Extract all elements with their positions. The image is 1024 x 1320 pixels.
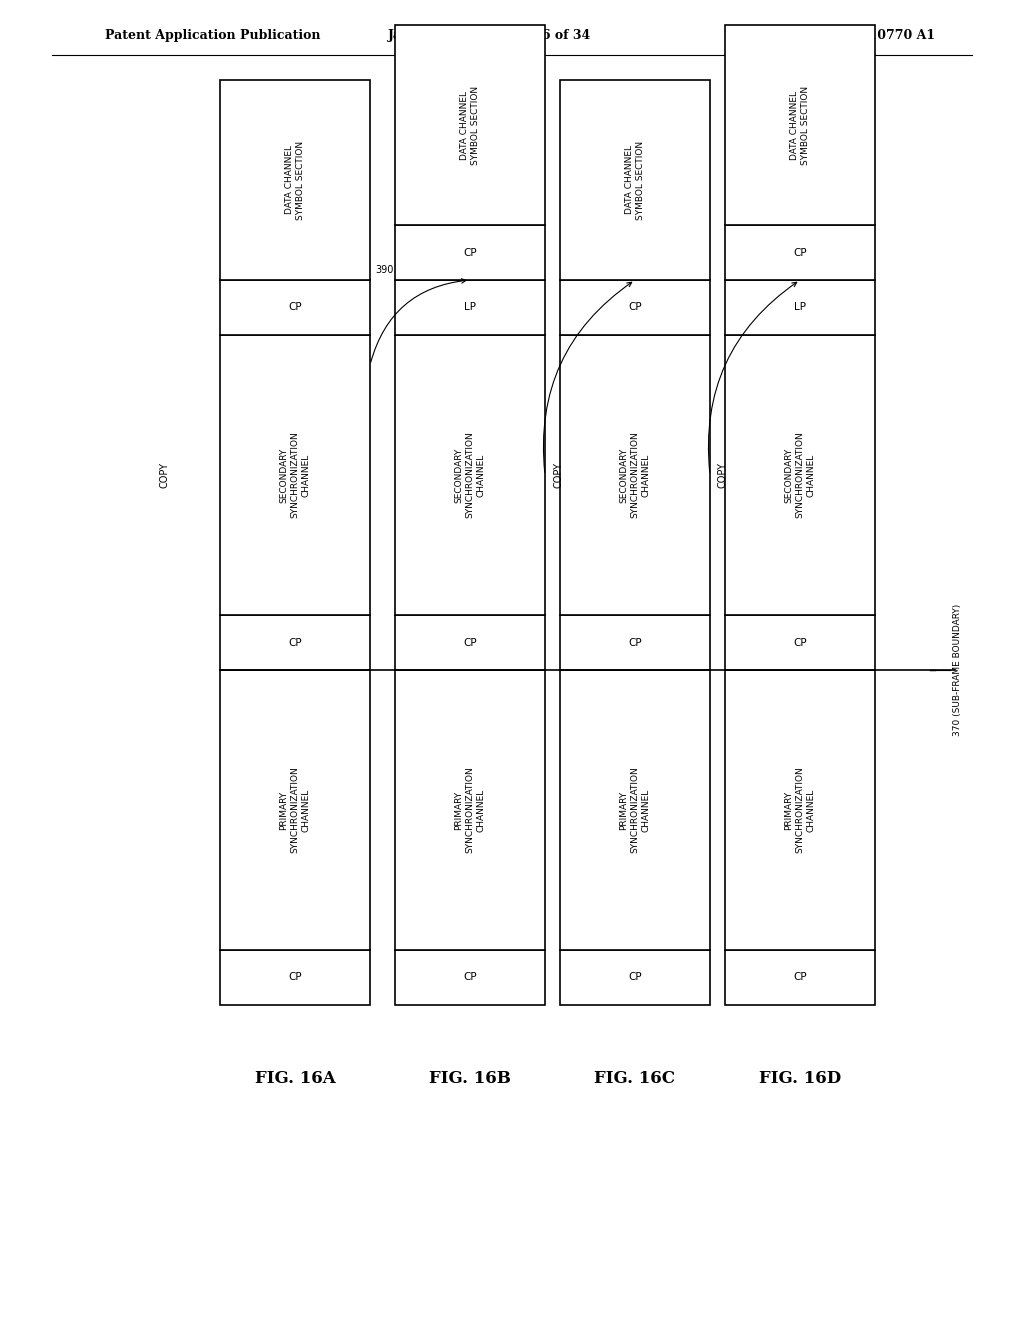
Text: CP: CP [288, 302, 302, 313]
Bar [220, 671, 370, 950]
Bar [725, 615, 874, 671]
Bar [725, 671, 874, 950]
Text: SECONDARY
SYNCHRONIZATION
CHANNEL: SECONDARY SYNCHRONIZATION CHANNEL [784, 432, 815, 519]
Text: CP: CP [463, 638, 477, 648]
Bar [395, 25, 545, 224]
Text: FIG. 16C: FIG. 16C [595, 1071, 676, 1086]
Text: CP: CP [463, 973, 477, 982]
Bar [220, 615, 370, 671]
Text: COPY: COPY [553, 462, 563, 488]
Text: SECONDARY
SYNCHRONIZATION
CHANNEL: SECONDARY SYNCHRONIZATION CHANNEL [455, 432, 485, 519]
Text: CP: CP [288, 973, 302, 982]
Text: SECONDARY
SYNCHRONIZATION
CHANNEL: SECONDARY SYNCHRONIZATION CHANNEL [280, 432, 310, 519]
Bar [560, 335, 710, 615]
FancyArrowPatch shape [709, 282, 797, 473]
FancyArrowPatch shape [544, 282, 632, 473]
Text: PRIMARY
SYNCHRONIZATION
CHANNEL: PRIMARY SYNCHRONIZATION CHANNEL [280, 767, 310, 853]
Bar [395, 950, 545, 1005]
Text: LP: LP [464, 302, 476, 313]
Bar [395, 615, 545, 671]
Text: 390: 390 [375, 265, 393, 275]
Text: Jan. 10, 2013  Sheet 16 of 34: Jan. 10, 2013 Sheet 16 of 34 [388, 29, 592, 41]
Bar [725, 335, 874, 615]
Text: Patent Application Publication: Patent Application Publication [105, 29, 321, 41]
Text: SECONDARY
SYNCHRONIZATION
CHANNEL: SECONDARY SYNCHRONIZATION CHANNEL [620, 432, 650, 519]
Text: CP: CP [794, 248, 807, 257]
Text: DATA CHANNEL
SYMBOL SECTION: DATA CHANNEL SYMBOL SECTION [790, 86, 810, 165]
Bar [560, 81, 710, 280]
Bar [395, 224, 545, 280]
Bar [725, 25, 874, 224]
Bar [220, 335, 370, 615]
Text: 370 (SUB-FRAME BOUNDARY): 370 (SUB-FRAME BOUNDARY) [953, 603, 962, 737]
Bar [725, 280, 874, 335]
Text: CP: CP [463, 248, 477, 257]
Bar [395, 335, 545, 615]
Text: FIG. 16A: FIG. 16A [255, 1071, 336, 1086]
Text: CP: CP [794, 973, 807, 982]
Text: CP: CP [794, 638, 807, 648]
Text: FIG. 16D: FIG. 16D [759, 1071, 841, 1086]
Text: DATA CHANNEL
SYMBOL SECTION: DATA CHANNEL SYMBOL SECTION [625, 140, 645, 219]
Bar [725, 224, 874, 280]
Bar [725, 950, 874, 1005]
Text: US 2013/0010770 A1: US 2013/0010770 A1 [786, 29, 935, 41]
Text: PRIMARY
SYNCHRONIZATION
CHANNEL: PRIMARY SYNCHRONIZATION CHANNEL [620, 767, 650, 853]
Bar [395, 671, 545, 950]
Text: CP: CP [628, 302, 642, 313]
FancyArrowPatch shape [371, 279, 466, 362]
Bar [560, 671, 710, 950]
Text: DATA CHANNEL
SYMBOL SECTION: DATA CHANNEL SYMBOL SECTION [460, 86, 480, 165]
Bar [395, 280, 545, 335]
Text: CP: CP [628, 973, 642, 982]
Bar [220, 81, 370, 280]
Text: PRIMARY
SYNCHRONIZATION
CHANNEL: PRIMARY SYNCHRONIZATION CHANNEL [455, 767, 485, 853]
Text: LP: LP [794, 302, 806, 313]
Text: COPY: COPY [160, 462, 170, 488]
Bar [560, 950, 710, 1005]
Bar [220, 280, 370, 335]
Text: DATA CHANNEL
SYMBOL SECTION: DATA CHANNEL SYMBOL SECTION [285, 140, 305, 219]
Text: CP: CP [628, 638, 642, 648]
Text: CP: CP [288, 638, 302, 648]
Bar [560, 280, 710, 335]
Bar [560, 615, 710, 671]
Text: COPY: COPY [718, 462, 728, 488]
Text: PRIMARY
SYNCHRONIZATION
CHANNEL: PRIMARY SYNCHRONIZATION CHANNEL [784, 767, 815, 853]
Text: FIG. 16B: FIG. 16B [429, 1071, 511, 1086]
Bar [220, 950, 370, 1005]
